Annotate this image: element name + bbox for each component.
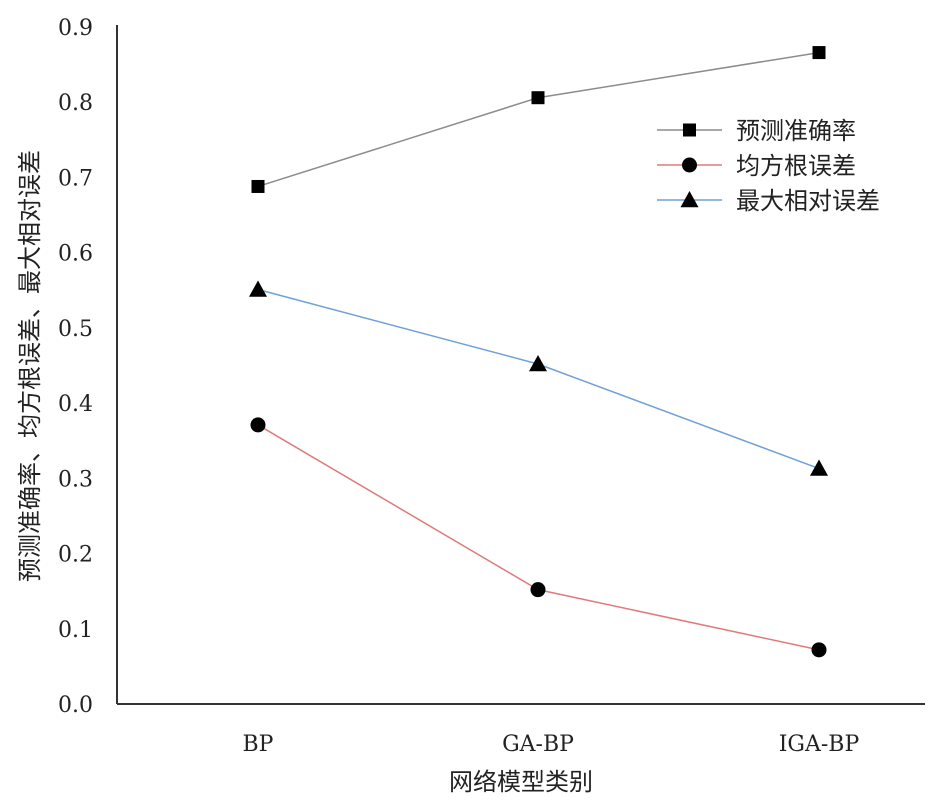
series-line [257, 288, 820, 470]
x-axis-title: 网络模型类别 [449, 768, 593, 796]
data-point-circle [811, 642, 827, 658]
y-tick-label: 0.3 [58, 467, 93, 492]
x-tick-label: GA-BP [502, 732, 574, 757]
series-line [257, 51, 820, 188]
y-tick-label: 0.2 [58, 543, 93, 568]
legend-marker-triangle [680, 191, 699, 208]
data-point-triangle [249, 280, 267, 297]
x-tick-label: IGA-BP [779, 732, 860, 757]
y-tick-label: 0.4 [58, 392, 93, 417]
legend-marker-circle [682, 157, 697, 173]
series-layer [249, 46, 828, 658]
data-point-square [531, 91, 545, 105]
legend-marker-square [683, 123, 696, 137]
legend-item: 均方根误差 [657, 152, 856, 180]
y-tick-label: 0.7 [58, 166, 93, 191]
legend-label: 预测准确率 [736, 117, 856, 145]
y-tick-label: 0.0 [58, 693, 93, 718]
y-tick-label: 0.6 [58, 242, 93, 267]
data-point-circle [250, 417, 266, 433]
x-tick-label: BP [243, 732, 274, 757]
legend-item: 预测准确率 [657, 117, 856, 145]
data-point-square [812, 46, 826, 60]
data-point-triangle [529, 354, 547, 372]
data-point-circle [530, 582, 546, 598]
legend-item: 最大相对误差 [657, 187, 880, 215]
y-tick-label: 0.9 [58, 16, 93, 41]
axes-layer [116, 25, 925, 705]
data-point-triangle [810, 459, 828, 476]
y-tick-label: 0.5 [58, 317, 93, 342]
series-2 [250, 417, 827, 658]
y-tick-labels: 0.0 0.1 0.2 0.3 0.4 0.5 0.6 0.7 0.8 0.9 [58, 16, 93, 718]
legend-label: 均方根误差 [736, 152, 856, 180]
legend-label: 最大相对误差 [736, 187, 880, 215]
y-axis-title: 预测准确率、均方根误差、最大相对误差 [16, 150, 44, 582]
series-1 [251, 46, 826, 193]
y-tick-label: 0.8 [58, 91, 93, 116]
y-tick-label: 0.1 [58, 618, 93, 643]
series-3 [249, 280, 828, 476]
data-point-square [251, 179, 265, 193]
x-tick-labels: BP GA-BP IGA-BP [243, 732, 860, 757]
series-line [257, 424, 820, 651]
